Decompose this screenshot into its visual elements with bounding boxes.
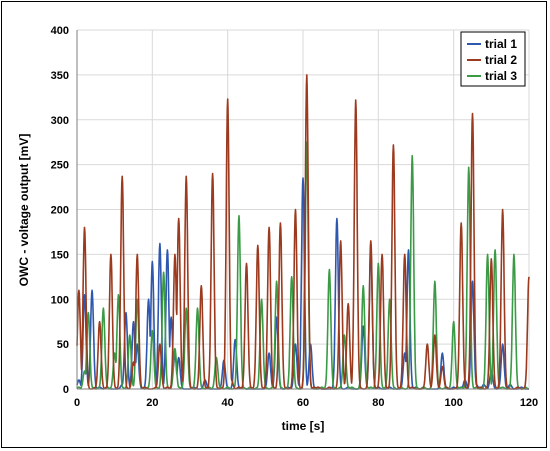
x-tick-label: 0 (74, 397, 80, 409)
series-line-1 (76, 177, 530, 390)
y-tick-label: 250 (51, 160, 69, 172)
y-tick-label: 100 (51, 294, 69, 306)
x-tick-label: 60 (297, 397, 309, 409)
tick-labels: 0 50 100 150 200 250 300 350 400 0 20 40 60 80 100 120 (51, 25, 539, 409)
y-axis-label: OWC - voltage output [mV] (17, 134, 31, 287)
legend-label-1: trial 1 (485, 37, 517, 51)
y-tick-label: 300 (51, 115, 69, 127)
y-tick-label: 50 (57, 339, 69, 351)
x-tick-label: 40 (222, 397, 234, 409)
legend: trial 1 trial 2 trial 3 (460, 31, 526, 87)
y-tick-label: 200 (51, 205, 69, 217)
axes (76, 30, 529, 390)
legend-label-2: trial 2 (485, 53, 517, 67)
y-tick-label: 400 (51, 25, 69, 37)
x-tick-label: 20 (146, 397, 158, 409)
y-tick-label: 350 (51, 70, 69, 82)
grid-lines (76, 29, 530, 390)
x-tick-label: 100 (444, 397, 462, 409)
y-tick-label: 0 (63, 384, 69, 396)
y-tick-label: 150 (51, 249, 69, 261)
x-tick-label: 120 (520, 397, 538, 409)
legend-label-3: trial 3 (485, 69, 517, 83)
x-tick-label: 80 (372, 397, 384, 409)
x-axis-label: time [s] (282, 419, 325, 433)
